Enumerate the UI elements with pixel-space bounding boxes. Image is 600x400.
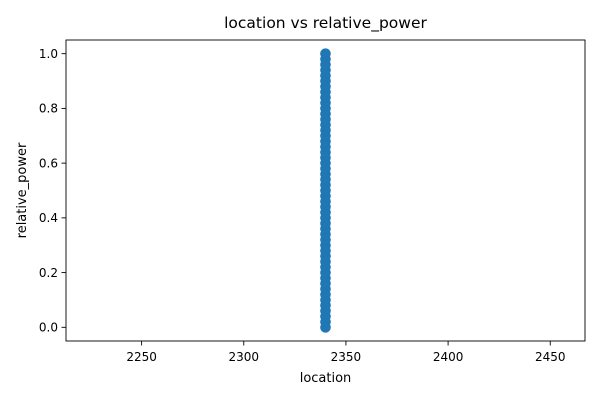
x-tick-label: 2350 [331, 350, 362, 364]
y-tick-label: 0.6 [39, 156, 58, 170]
y-tick-label: 0.4 [39, 211, 58, 225]
scatter-point [320, 48, 331, 59]
x-tick-label: 2250 [126, 350, 157, 364]
x-axis-label: location [300, 371, 352, 386]
y-tick-label: 0.2 [39, 266, 58, 280]
x-axis-ticks: 2250 2300 2350 2400 2450 [126, 341, 566, 364]
y-tick-label: 1.0 [39, 47, 58, 61]
y-axis-ticks: 0.0 0.2 0.4 0.6 0.8 1.0 [39, 47, 66, 335]
y-axis-label: relative_power [15, 142, 30, 238]
y-tick-label: 0.0 [39, 321, 58, 335]
x-tick-label: 2300 [228, 350, 259, 364]
x-tick-label: 2400 [433, 350, 464, 364]
x-tick-label: 2450 [535, 350, 566, 364]
plot-frame [65, 39, 586, 342]
y-tick-label: 0.8 [39, 102, 58, 116]
points-layer [320, 48, 331, 333]
chart-title: location vs relative_power [224, 14, 427, 33]
